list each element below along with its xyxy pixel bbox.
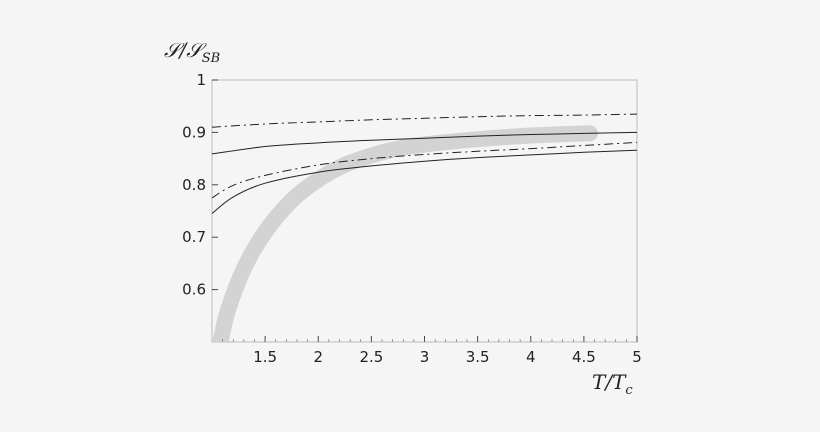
x-tick-label: 5 xyxy=(632,348,642,366)
y-tick-label: 0.7 xyxy=(182,228,206,246)
y-tick-label: 0.9 xyxy=(182,123,206,141)
x-axis-title: T/Tc xyxy=(592,370,633,398)
series-line-dashdot xyxy=(212,113,637,128)
ticks-layer: 1.5 2 2.5 3 3.5 4 4.5 5 0.6 0.7 0.8 0.9 1 xyxy=(182,71,642,366)
x-tick-label: 4 xyxy=(526,348,536,366)
y-tick-label: 0.8 xyxy=(182,176,206,194)
series-line-dashdot xyxy=(212,141,637,199)
x-tick-label: 1.5 xyxy=(253,348,277,366)
x-tick-label: 4.5 xyxy=(572,348,596,366)
series-line-solid xyxy=(212,149,637,214)
x-tick-label: 3 xyxy=(420,348,430,366)
y-axis-title: 𝒮/𝒮SB xyxy=(164,38,220,66)
y-tick-label: 1 xyxy=(196,71,206,89)
y-tick-label: 0.6 xyxy=(182,281,206,299)
series-line-solid xyxy=(212,131,637,155)
series-layer xyxy=(212,113,637,342)
series-band xyxy=(212,125,598,342)
x-tick-label: 3.5 xyxy=(466,348,490,366)
x-tick-label: 2 xyxy=(313,348,323,366)
x-tick-label: 2.5 xyxy=(359,348,383,366)
